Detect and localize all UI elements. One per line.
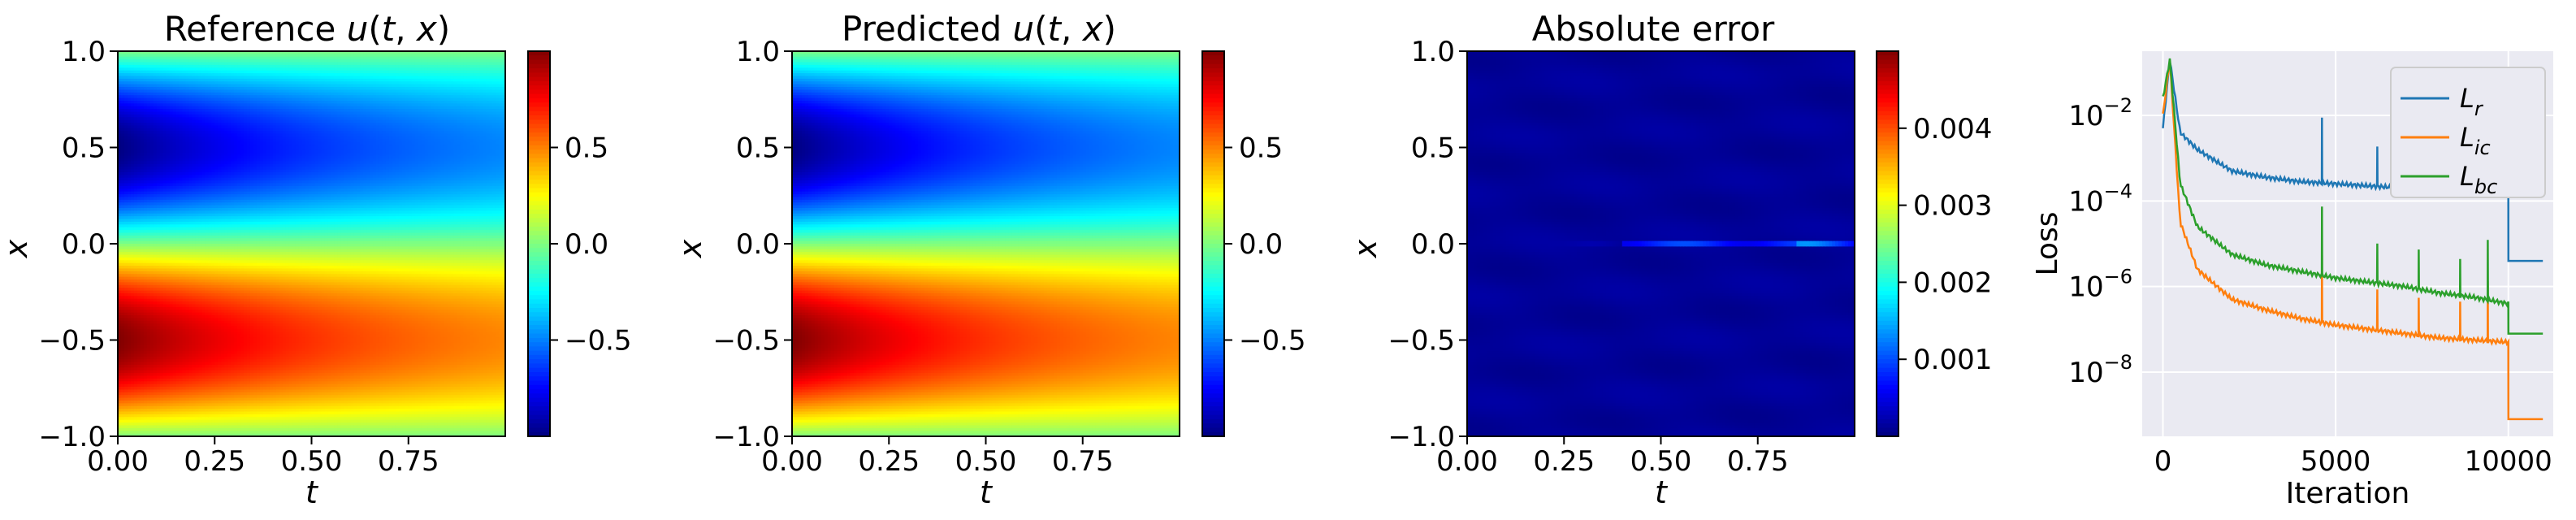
panel-reference: Reference u(t, x) 0.00 0.25 0.50 0.751.00.5… <box>0 9 632 510</box>
heatmap-axes: 0.00 0.25 0.50 0.751.00.50.0−0.5−1.0tx <box>0 36 506 510</box>
chart-title: Reference u(t, x) <box>164 9 450 49</box>
